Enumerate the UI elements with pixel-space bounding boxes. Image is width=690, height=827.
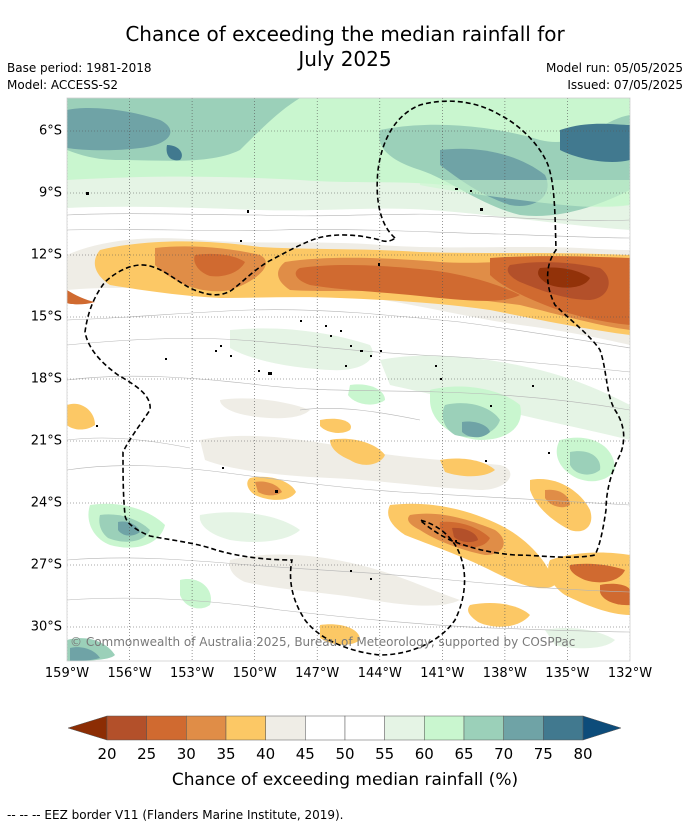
islands (86, 188, 550, 580)
lon-label-138w: 138°W (482, 666, 527, 681)
lon-label-153w: 153°W (170, 666, 215, 681)
colorbar-tick-35: 35 (216, 745, 236, 763)
colorbar-cell (146, 715, 187, 741)
colorbar-tick-30: 30 (176, 745, 196, 763)
lon-label-144w: 144°W (357, 666, 402, 681)
colorbar-tick-70: 70 (494, 745, 514, 763)
lat-label-12s: 12°S (30, 247, 62, 263)
colorbar (67, 715, 622, 741)
colorbar-tick-80: 80 (573, 745, 593, 763)
colorbar-cell (503, 715, 544, 741)
model-name: Model: ACCESS-S2 (7, 78, 119, 92)
colorbar-cell (106, 715, 147, 741)
copyright-text: © Commonwealth of Australia 2025, Bureau… (70, 635, 575, 649)
issued-date: Issued: 07/05/2025 (567, 78, 683, 92)
colorbar-tick-45: 45 (295, 745, 315, 763)
model-run: Model run: 05/05/2025 (545, 61, 683, 75)
colorbar-tick-75: 75 (533, 745, 553, 763)
lat-label-9s: 9°S (38, 185, 62, 201)
colorbar-cell (225, 715, 266, 741)
map-area: © Commonwealth of Australia 2025, Bureau… (67, 98, 630, 661)
base-period: Base period: 1981-2018 (7, 61, 152, 75)
colorbar-tick-25: 25 (137, 745, 157, 763)
title-line-2: July 2025 (298, 47, 392, 71)
lat-label-30s: 30°S (30, 619, 62, 635)
colorbar-tick-55: 55 (375, 745, 395, 763)
colorbar-tick-60: 60 (414, 745, 434, 763)
lat-label-15s: 15°S (30, 309, 62, 325)
lon-label-150w: 150°W (232, 666, 277, 681)
eez-border (84, 100, 625, 656)
eez-legend-note: -- -- -- EEZ border V11 (Flanders Marine… (7, 808, 344, 822)
colorbar-extend-low (67, 715, 108, 741)
colorbar-cell (424, 715, 465, 741)
colorbar-tick-65: 65 (454, 745, 474, 763)
lat-label-6s: 6°S (38, 123, 62, 139)
meta-right: Model run: 05/05/2025 Issued: 07/05/2025 (546, 60, 683, 94)
lon-label-159w: 159°W (44, 666, 90, 681)
lon-label-135w: 135°W (545, 666, 590, 681)
lon-label-147w: 147°W (295, 666, 340, 681)
colorbar-cell (384, 715, 425, 741)
meta-left: Base period: 1981-2018 Model: ACCESS-S2 (7, 60, 152, 94)
colorbar-extend-high (582, 715, 622, 741)
lat-label-21s: 21°S (30, 433, 62, 449)
colorbar-tick-50: 50 (335, 745, 355, 763)
lon-label-141w: 141°W (420, 666, 465, 681)
lat-label-27s: 27°S (30, 557, 62, 573)
colorbar-cell (543, 715, 584, 741)
colorbar-cell (265, 715, 306, 741)
lon-label-132w: 132°W (607, 666, 653, 681)
lat-label-24s: 24°S (30, 495, 62, 511)
colorbar-cell (186, 715, 227, 741)
colorbar-cell (305, 715, 346, 741)
colorbar-cell (344, 715, 385, 741)
map-title: Chance of exceeding the median rainfall … (0, 22, 690, 72)
title-line-1: Chance of exceeding the median rainfall … (125, 22, 565, 46)
lon-label-156w: 156°W (107, 666, 152, 681)
colorbar-tick-40: 40 (256, 745, 276, 763)
colorbar-title: Chance of exceeding median rainfall (%) (171, 770, 519, 790)
colorbar-cell (463, 715, 504, 741)
colorbar-tick-20: 20 (97, 745, 117, 763)
lat-label-18s: 18°S (30, 371, 62, 387)
